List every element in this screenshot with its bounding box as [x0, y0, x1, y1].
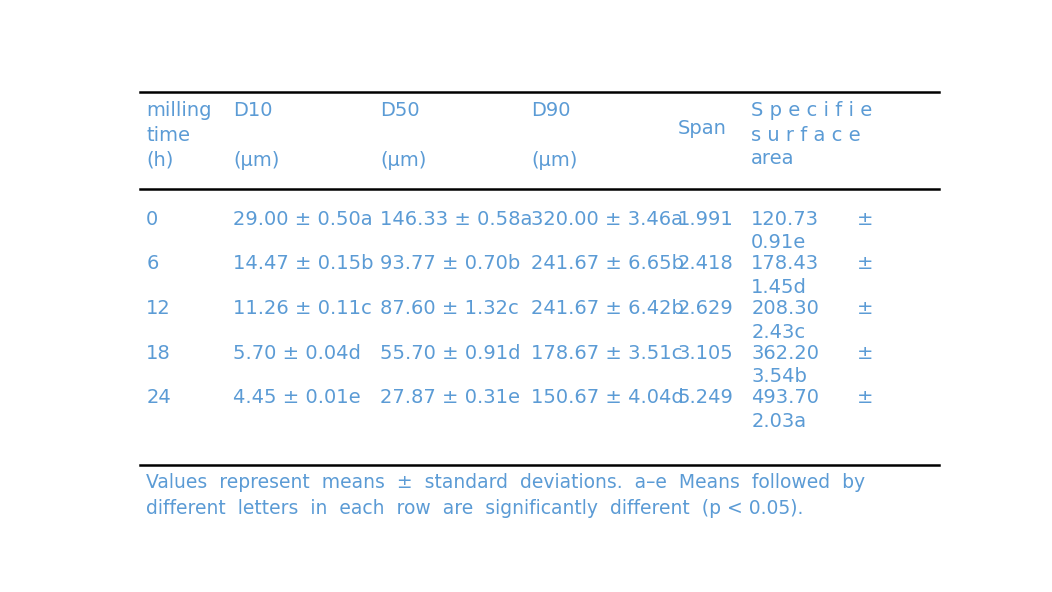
- Text: D90: D90: [531, 101, 570, 120]
- Text: S p e c i f i e: S p e c i f i e: [751, 101, 872, 120]
- Text: 2.03a: 2.03a: [751, 412, 806, 431]
- Text: ±: ±: [857, 210, 873, 229]
- Text: ±: ±: [857, 388, 873, 407]
- Text: 5.249: 5.249: [677, 388, 733, 407]
- Text: (μm): (μm): [380, 151, 426, 170]
- Text: 320.00 ± 3.46a: 320.00 ± 3.46a: [531, 210, 683, 229]
- Text: 55.70 ± 0.91d: 55.70 ± 0.91d: [380, 343, 521, 363]
- Text: area: area: [751, 149, 794, 168]
- Text: 0: 0: [146, 210, 159, 229]
- Text: 241.67 ± 6.42b: 241.67 ± 6.42b: [531, 299, 684, 318]
- Text: 2.43c: 2.43c: [751, 323, 805, 342]
- Text: 12: 12: [146, 299, 170, 318]
- Text: 0.91e: 0.91e: [751, 233, 807, 252]
- Text: s u r f a c e: s u r f a c e: [751, 126, 861, 144]
- Text: 11.26 ± 0.11c: 11.26 ± 0.11c: [234, 299, 372, 318]
- Text: 150.67 ± 4.04d: 150.67 ± 4.04d: [531, 388, 684, 407]
- Text: 5.70 ± 0.04d: 5.70 ± 0.04d: [234, 343, 361, 363]
- Text: 120.73: 120.73: [751, 210, 820, 229]
- Text: 2.629: 2.629: [677, 299, 733, 318]
- Text: 178.67 ± 3.51c: 178.67 ± 3.51c: [531, 343, 683, 363]
- Text: ±: ±: [857, 255, 873, 274]
- Text: ±: ±: [857, 343, 873, 363]
- Text: 493.70: 493.70: [751, 388, 820, 407]
- Text: (μm): (μm): [234, 151, 280, 170]
- Text: (μm): (μm): [531, 151, 578, 170]
- Text: 3.54b: 3.54b: [751, 367, 807, 387]
- Text: 3.105: 3.105: [677, 343, 733, 363]
- Text: 6: 6: [146, 255, 159, 274]
- Text: Values  represent  means  ±  standard  deviations.  a–e  Means  followed  by: Values represent means ± standard deviat…: [146, 473, 866, 492]
- Text: 178.43: 178.43: [751, 255, 820, 274]
- Text: 14.47 ± 0.15b: 14.47 ± 0.15b: [234, 255, 373, 274]
- Text: milling: milling: [146, 101, 211, 120]
- Text: D10: D10: [234, 101, 272, 120]
- Text: 1.991: 1.991: [677, 210, 733, 229]
- Text: 241.67 ± 6.65b: 241.67 ± 6.65b: [531, 255, 684, 274]
- Text: 1.45d: 1.45d: [751, 278, 807, 297]
- Text: 24: 24: [146, 388, 170, 407]
- Text: time: time: [146, 126, 190, 144]
- Text: 2.418: 2.418: [677, 255, 733, 274]
- Text: ±: ±: [857, 299, 873, 318]
- Text: (h): (h): [146, 151, 174, 170]
- Text: 18: 18: [146, 343, 170, 363]
- Text: 87.60 ± 1.32c: 87.60 ± 1.32c: [380, 299, 519, 318]
- Text: 27.87 ± 0.31e: 27.87 ± 0.31e: [380, 388, 520, 407]
- Text: 208.30: 208.30: [751, 299, 820, 318]
- Text: 146.33 ± 0.58a: 146.33 ± 0.58a: [380, 210, 532, 229]
- Text: 93.77 ± 0.70b: 93.77 ± 0.70b: [380, 255, 521, 274]
- Text: 4.45 ± 0.01e: 4.45 ± 0.01e: [234, 388, 361, 407]
- Text: D50: D50: [380, 101, 420, 120]
- Text: 29.00 ± 0.50a: 29.00 ± 0.50a: [234, 210, 373, 229]
- Text: different  letters  in  each  row  are  significantly  different  (p < 0.05).: different letters in each row are signif…: [146, 498, 804, 517]
- Text: 362.20: 362.20: [751, 343, 820, 363]
- Text: Span: Span: [677, 119, 727, 138]
